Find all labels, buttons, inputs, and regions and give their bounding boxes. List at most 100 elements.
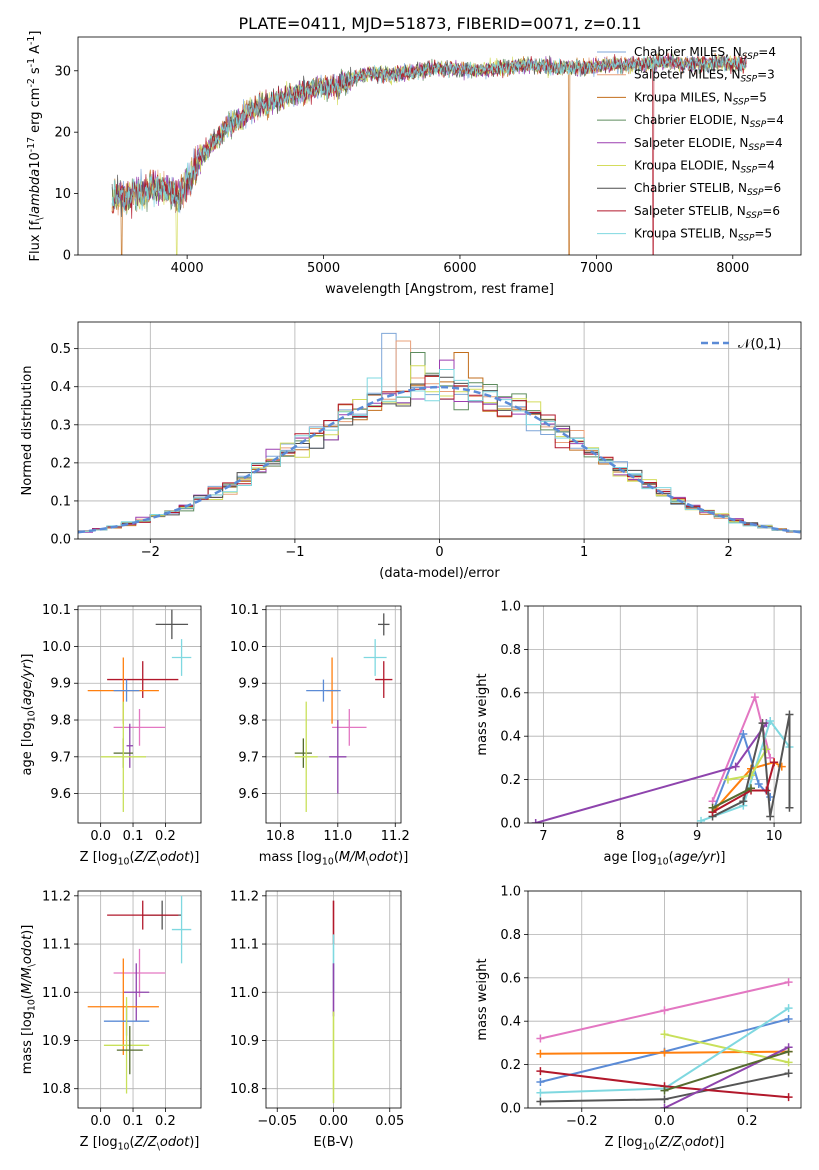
plot-area: [531, 693, 794, 823]
error-cross-red: [107, 900, 179, 930]
x-tick-label: −2: [141, 545, 160, 560]
x-tick-label: 10: [766, 829, 783, 844]
x-tick-label: 7: [539, 829, 547, 844]
series-line: [712, 787, 752, 809]
y-tick-label: 10.0: [230, 640, 259, 655]
spectrum-line-salpeter-stelib: [111, 53, 747, 255]
series-marker: [660, 1104, 669, 1108]
y-axis-label: age [log10(age/yr)]: [20, 653, 37, 775]
y-tick-label: 10.0: [42, 640, 71, 655]
series-marker: [754, 779, 763, 788]
series-marker: [784, 1058, 793, 1067]
y-tick-label: 0.8: [500, 928, 521, 943]
x-tick-label: 11.0: [323, 829, 352, 844]
y-tick-label: 11.2: [42, 889, 71, 904]
series-marker: [708, 803, 717, 812]
series-marker: [770, 758, 779, 767]
series-marker: [536, 1034, 545, 1043]
series-marker: [750, 693, 759, 702]
x-tick-label: 0.0: [654, 1114, 675, 1129]
series-marker: [785, 803, 794, 812]
x-axis-label: age [log10(age/yr)]: [603, 850, 725, 867]
y-tick-label: 0.5: [50, 342, 71, 357]
axes-frame: [527, 890, 802, 1109]
axes-frame: [77, 890, 202, 1109]
axes-decoration: 7 8 9 10 0.0 0.2 0.4 0.6 0.8 1.0 age [log10(age/yr…: [475, 600, 802, 867]
x-tick-label: 10.8: [266, 829, 295, 844]
plot-area: [536, 978, 793, 1108]
weight-series-purple: [531, 719, 771, 823]
y-axis-label: mass weight: [475, 673, 490, 755]
series-marker: [723, 775, 732, 784]
weight-series-gray: [536, 1069, 793, 1106]
x-tick-label: 8: [616, 829, 624, 844]
series-marker: [766, 812, 775, 821]
x-axis-label: (data-model)/error: [379, 566, 500, 581]
error-cross-yellowgreen: [100, 701, 146, 812]
panel-spectrum: 4000 5000 6000 7000 8000 0 10 20 30 wavelength [A…: [26, 31, 802, 297]
x-tick-label: 7000: [580, 261, 613, 276]
x-axis-label: wavelength [Angstrom, rest frame]: [325, 282, 554, 297]
series-marker: [660, 1030, 669, 1039]
series-line: [664, 1050, 789, 1092]
error-cross-yellowgreen: [103, 997, 150, 1094]
plot-area: [78, 332, 801, 535]
error-cross-yellowgreen: [294, 701, 318, 812]
error-cross-pink: [113, 708, 166, 746]
y-axis-label: mass weight: [475, 958, 490, 1040]
y-tick-label: 9.8: [238, 714, 259, 729]
series-marker: [660, 1095, 669, 1104]
y-tick-label: 9.9: [50, 677, 71, 692]
x-axis-label: Z [log10(Z/Z\odot)]: [605, 1135, 725, 1152]
series-marker: [747, 784, 756, 793]
error-cross-cyan: [171, 895, 192, 964]
legend: 𝒩(0,1): [701, 337, 781, 352]
error-cross-purple: [126, 723, 134, 768]
plot-area: [111, 51, 747, 255]
series-marker: [536, 1097, 545, 1106]
panel-age_vs_mass: 10.8 11.0 11.2 9.6 9.7 9.8 9.9 10.0 10.1 mass [lo…: [230, 603, 410, 867]
axes-frame: [77, 321, 802, 540]
error-cross-gray: [155, 609, 189, 640]
legend-entry: Salpeter STELIB, NSSP=6: [634, 204, 780, 221]
y-tick-label: 9.7: [50, 750, 71, 765]
y-axis-label: mass [log10(M/M\odot)]: [20, 925, 37, 1075]
weight-series-green: [708, 784, 756, 812]
x-axis-label: Z [log10(Z/Z\odot)]: [80, 850, 200, 867]
legend-entry: Chabrier MILES, NSSP=4: [634, 45, 776, 62]
x-tick-label: 1: [580, 545, 588, 560]
legend-entry: Chabrier STELIB, NSSP=6: [634, 181, 781, 198]
series-marker: [784, 1015, 793, 1024]
panel-residuals: −2 −1 0 1 2 0.0 0.1 0.2 0.3 0.4 0.5 (data-model)/er…: [20, 321, 802, 581]
x-tick-label: 2: [725, 545, 733, 560]
y-tick-label: 10.9: [42, 1034, 71, 1049]
error-cross-purple: [329, 720, 347, 794]
y-tick-label: 0.2: [500, 773, 521, 788]
x-tick-label: 0: [435, 545, 443, 560]
y-tick-label: 0.6: [500, 686, 521, 701]
y-tick-label: 10.1: [230, 603, 259, 618]
axes-frame: [527, 605, 802, 824]
y-tick-label: 1.0: [500, 600, 521, 615]
legend-entry: Salpeter ELODIE, NSSP=4: [634, 136, 783, 153]
series-marker: [784, 1004, 793, 1013]
error-cross-purple: [123, 963, 150, 1022]
series-marker: [536, 1067, 545, 1076]
panel-mass_vs_Z: 0.0 0.1 0.2 10.8 10.9 11.0 11.1 11.2 Z [log10(Z/…: [20, 889, 202, 1152]
grid: [78, 606, 201, 823]
x-tick-label: 0.1: [123, 829, 144, 844]
series-line: [712, 714, 791, 818]
series-marker: [536, 1088, 545, 1097]
series-marker: [697, 816, 706, 823]
y-tick-label: 0.4: [500, 1015, 521, 1030]
axes-decoration: 0.0 0.1 0.2 10.8 10.9 11.0 11.1 11.2 Z [log10(Z/…: [20, 889, 202, 1152]
axes-decoration: −0.2 0.0 0.2 0.0 0.2 0.4 0.6 0.8 1.0 Z [log10(Z/Z…: [475, 885, 802, 1152]
x-tick-label: 11.2: [381, 829, 410, 844]
x-tick-label: −1: [285, 545, 304, 560]
legend-entry: 𝒩(0,1): [738, 337, 781, 352]
x-tick-label: −0.2: [566, 1114, 598, 1129]
series-marker: [660, 1086, 669, 1095]
y-tick-label: 0.0: [500, 1102, 521, 1117]
series-line: [711, 761, 783, 813]
legend-entry: Salpeter MILES, NSSP=3: [634, 68, 775, 85]
